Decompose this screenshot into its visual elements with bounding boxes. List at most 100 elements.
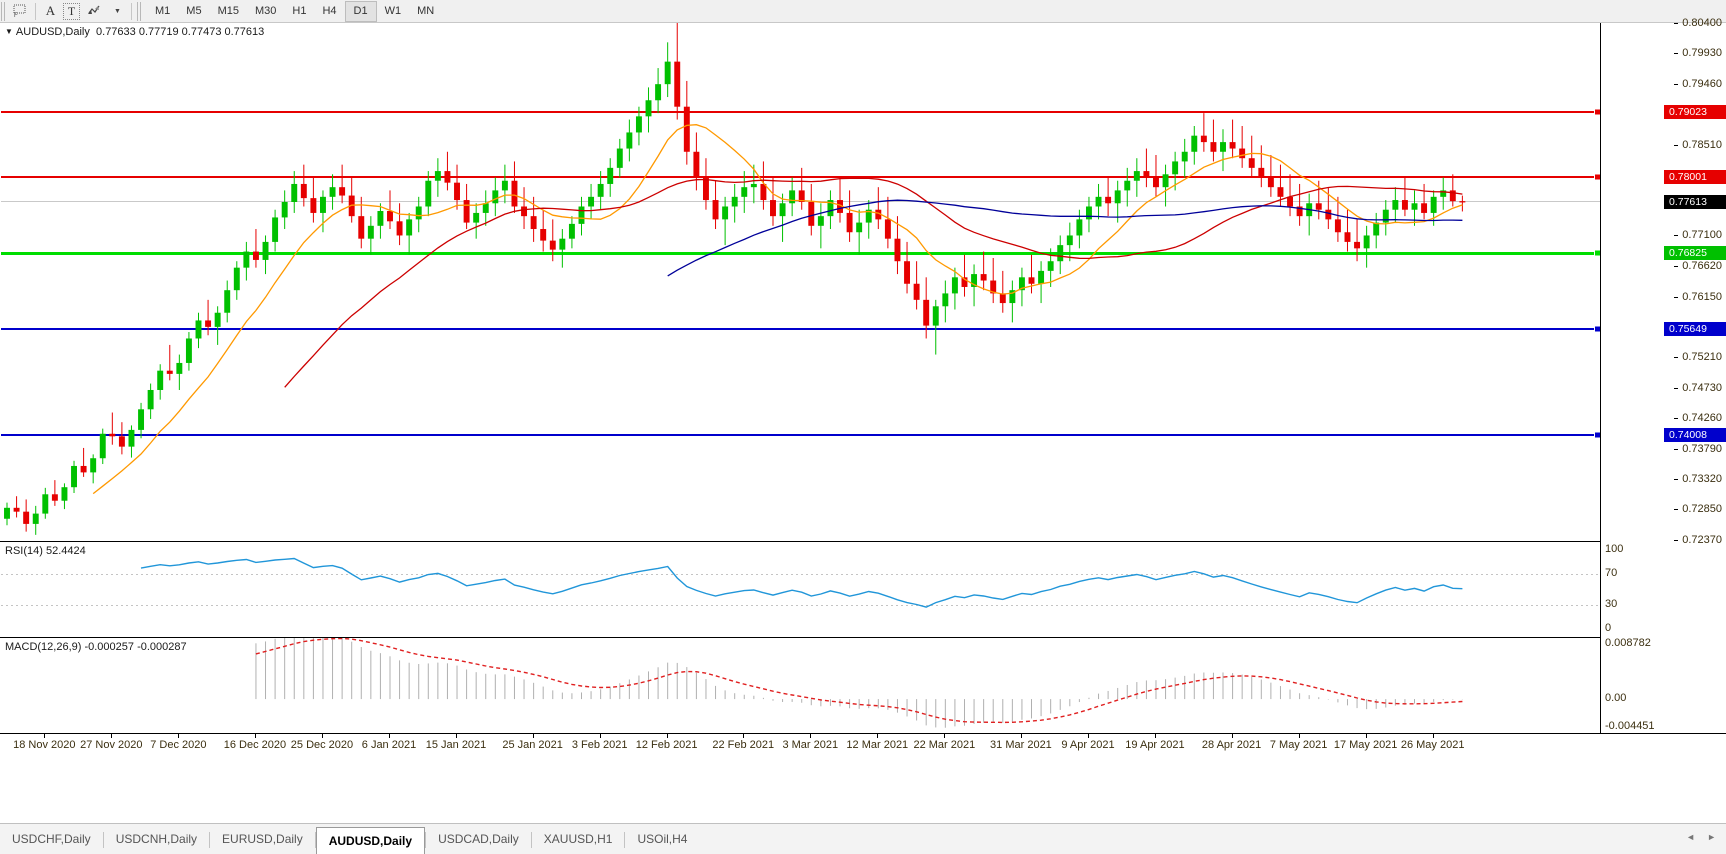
date-tick — [1154, 734, 1156, 738]
date-tick — [1087, 734, 1089, 738]
price-tick: 0.80400 — [1674, 17, 1722, 29]
level-line-level[interactable] — [1, 433, 1600, 436]
timeframe-mn[interactable]: MN — [417, 5, 435, 17]
price-tick: 0.73790 — [1674, 442, 1722, 455]
rsi-plot[interactable] — [1, 542, 1600, 636]
date-label: 25 Jan 2021 — [502, 739, 563, 751]
ohlc-low: 0.77473 — [181, 26, 222, 38]
date-label: 7 May 2021 — [1269, 739, 1328, 751]
collapse-icon[interactable]: ▼ — [5, 27, 13, 36]
tab-separator — [209, 832, 211, 848]
date-label: 3 Mar 2021 — [782, 739, 839, 751]
objects-dropdown-caret[interactable]: ▼ — [106, 1, 127, 22]
tab-audusd-daily[interactable]: AUDUSD,Daily — [315, 827, 426, 854]
price-pane[interactable]: ▼ AUDUSD,Daily 0.77633 0.77719 0.77473 0.… — [0, 23, 1726, 540]
timeframe-group: M1 M5 M15 M30 H1 H4 D1 W1 MN — [147, 0, 442, 22]
price-tag-green[interactable]: 0.76825 — [1664, 246, 1726, 261]
timeframe-grip[interactable] — [137, 1, 143, 21]
date-tick — [666, 734, 668, 738]
date-label: 19 Apr 2021 — [1125, 739, 1185, 751]
timeframe-m15[interactable]: M15 — [217, 5, 239, 17]
date-label: 6 Jan 2021 — [361, 739, 417, 751]
price-axis[interactable]: 0.80400 0.79930 0.79460 0.78510 0.77100 0.766… — [1600, 17, 1726, 733]
date-label: 12 Feb 2021 — [635, 739, 698, 751]
date-tick — [1231, 734, 1233, 738]
rsi-tick-0: 0 — [1605, 622, 1612, 634]
price-tick: 0.77100 — [1674, 229, 1722, 242]
price-tag-blue[interactable]: 0.75649 — [1664, 321, 1726, 336]
rsi-label: RSI(14) 52.4424 — [5, 545, 86, 557]
level-line-support[interactable] — [1, 252, 1600, 256]
macd-pane[interactable]: MACD(12,26,9) -0.000257 -0.000287 — [0, 637, 1726, 732]
timeframe-m30[interactable]: M30 — [254, 5, 277, 17]
tab-separator — [102, 832, 104, 848]
text-box-icon[interactable]: T — [61, 1, 82, 22]
text-label-icon[interactable]: A — [45, 3, 56, 18]
date-tick — [877, 734, 879, 738]
symbol-label: AUDUSD,Daily — [15, 26, 90, 38]
date-tick — [1020, 734, 1022, 738]
timeframe-h1[interactable]: H1 — [292, 5, 307, 17]
level-handle[interactable] — [1594, 108, 1600, 116]
price-plot[interactable] — [1, 23, 1600, 540]
toolbar-separator — [35, 2, 36, 20]
timeframe-d1[interactable]: D1 — [344, 0, 377, 22]
level-line-resistance[interactable] — [1, 110, 1600, 113]
crosshair-grid-icon[interactable]: F — [9, 1, 31, 22]
price-tick: 0.73320 — [1674, 472, 1722, 485]
rsi-pane[interactable]: RSI(14) 52.4424 — [0, 541, 1726, 636]
price-tag-black[interactable]: 0.77613 — [1664, 195, 1726, 210]
price-tag-red[interactable]: 0.79023 — [1664, 104, 1726, 119]
level-handle[interactable] — [1594, 325, 1600, 333]
timeframe-m1[interactable]: M1 — [155, 5, 171, 17]
price-tag-blue[interactable]: 0.74008 — [1664, 427, 1726, 442]
level-handle[interactable] — [1594, 249, 1600, 257]
tab-usdcad-daily[interactable]: USDCAD,Daily — [438, 832, 519, 846]
price-tag-red[interactable]: 0.78001 — [1664, 170, 1726, 185]
level-line-resistance[interactable] — [1, 176, 1600, 179]
scroll-right-icon[interactable]: ► — [1707, 832, 1716, 842]
scroll-left-icon[interactable]: ◄ — [1686, 832, 1696, 842]
date-label: 3 Feb 2021 — [571, 739, 628, 751]
tab-eurusd-daily[interactable]: EURUSD,Daily — [222, 832, 303, 846]
tab-separator — [314, 832, 316, 848]
toolbar-separator-2 — [131, 2, 132, 20]
objects-icon[interactable] — [82, 1, 106, 22]
macd-plot[interactable] — [1, 638, 1600, 732]
date-tick — [321, 734, 323, 738]
date-label: 31 Mar 2021 — [990, 739, 1052, 751]
tab-usdcnh-daily[interactable]: USDCNH,Daily — [115, 832, 198, 846]
macd-tick-zero: 0.00 — [1605, 692, 1627, 705]
symbol-tabbar: USDCHF,Daily USDCNH,Daily EURUSD,Daily AUDU… — [0, 823, 1726, 854]
tab-usoil-h4[interactable]: USOil,H4 — [637, 832, 688, 846]
macd-tick-min: -0.004451 — [1605, 720, 1655, 732]
date-tick — [456, 734, 458, 738]
price-tick: 0.78510 — [1674, 138, 1722, 151]
rsi-level-30 — [1, 605, 1600, 607]
date-label: 28 Apr 2021 — [1201, 739, 1262, 751]
timeframe-w1[interactable]: W1 — [384, 5, 402, 17]
date-axis[interactable]: 18 Nov 2020 27 Nov 2020 7 Dec 2020 16 Dec 2… — [0, 733, 1726, 757]
tab-xauusd-h1[interactable]: XAUUSD,H1 — [543, 832, 613, 846]
date-label: 25 Dec 2020 — [290, 739, 354, 751]
ohlc-open: 0.77633 — [96, 26, 136, 38]
level-handle[interactable] — [1594, 431, 1600, 439]
timeframe-h4[interactable]: H4 — [322, 5, 337, 17]
rsi-level-70 — [1, 573, 1600, 575]
date-label: 22 Mar 2021 — [913, 739, 976, 751]
chart-area[interactable]: ▼ AUDUSD,Daily 0.77633 0.77719 0.77473 0.… — [0, 17, 1726, 823]
date-tick — [254, 734, 256, 738]
ohlc-high: 0.77719 — [138, 26, 179, 38]
price-tick: 0.79930 — [1674, 47, 1722, 60]
level-handle[interactable] — [1594, 173, 1600, 181]
price-tick: 0.72850 — [1674, 503, 1722, 516]
level-line-level[interactable] — [1, 327, 1600, 330]
date-label: 15 Jan 2021 — [425, 739, 487, 751]
timeframe-m5[interactable]: M5 — [186, 5, 202, 17]
toolbar-grip[interactable] — [1, 1, 7, 21]
price-tick: 0.75210 — [1674, 351, 1722, 364]
price-tick: 0.79460 — [1674, 77, 1722, 90]
date-tick — [532, 734, 534, 738]
tab-usdchf-daily[interactable]: USDCHF,Daily — [12, 832, 91, 846]
tab-separator — [624, 832, 626, 848]
